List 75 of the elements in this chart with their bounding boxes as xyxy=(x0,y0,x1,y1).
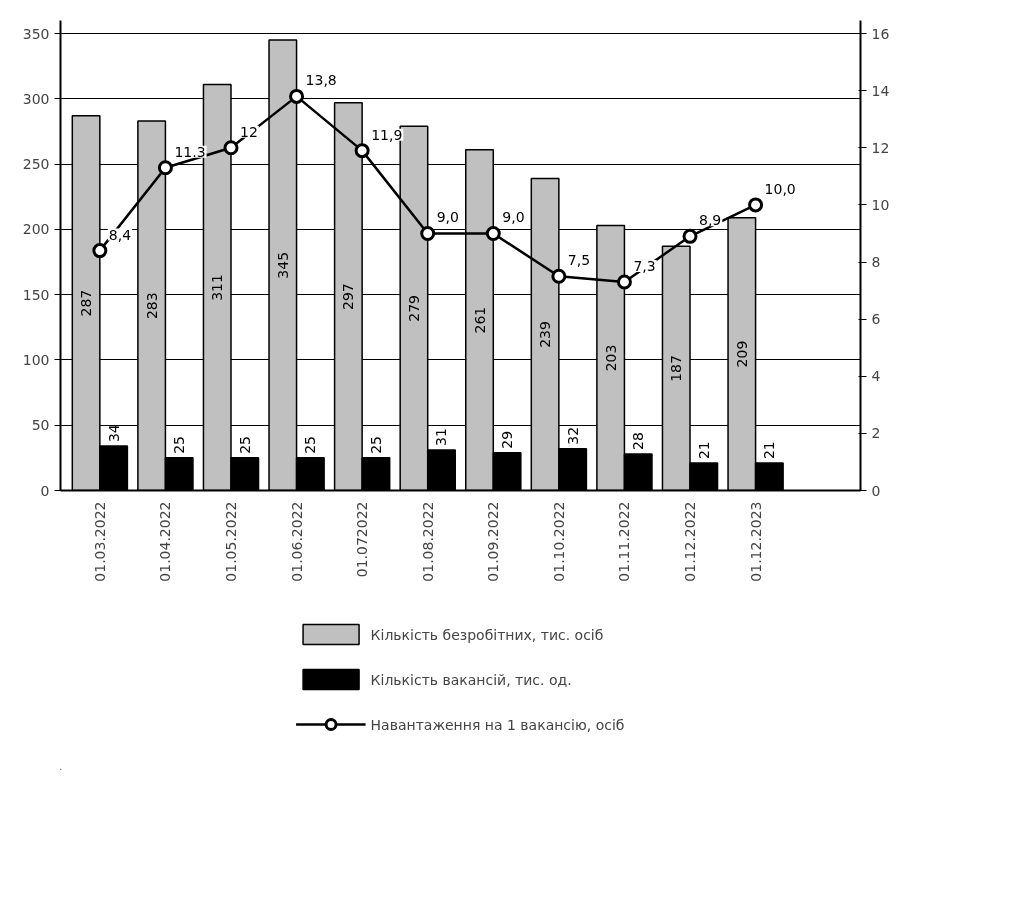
x-tick-label: 01.11.2022 xyxy=(616,501,633,582)
data-label: 11,9 xyxy=(371,126,403,143)
y-tick-label: 100 xyxy=(22,351,50,368)
y2-tick-label: 4 xyxy=(871,368,881,385)
data-label: 287 xyxy=(78,289,95,317)
data-label: 10,0 xyxy=(764,180,796,197)
y2-tick-label: 6 xyxy=(871,311,881,328)
data-label: 25 xyxy=(171,436,188,454)
data-label: 187 xyxy=(668,355,685,382)
data-label: 25 xyxy=(236,436,253,454)
data-label: 8,4 xyxy=(108,226,132,243)
y2-tick-label: 2 xyxy=(871,425,881,442)
y2-tick-label: 12 xyxy=(871,139,890,156)
y-tick-label: 50 xyxy=(31,417,50,434)
data-label: 21 xyxy=(695,441,712,460)
point xyxy=(289,88,305,104)
y-tick-label: 0 xyxy=(40,482,50,499)
y-tick-label: 250 xyxy=(22,156,50,173)
x-tick-label: 01.06.2022 xyxy=(288,501,305,582)
data-label: 9,0 xyxy=(436,209,459,226)
data-label: 261 xyxy=(471,306,488,334)
data-label: 21 xyxy=(761,441,778,460)
x-tick-label: 01.04.2022 xyxy=(157,501,174,582)
legend-label: Кількість вакансій, тис. од. xyxy=(370,671,572,687)
x-tick-label: 01.03.2022 xyxy=(91,501,108,582)
data-label: 283 xyxy=(143,292,160,320)
y-tick-label: 350 xyxy=(22,25,50,42)
point xyxy=(485,225,501,241)
data-label: 11.3 xyxy=(174,143,206,160)
x-tick-label: 01.12.2023 xyxy=(747,501,764,582)
data-label: 34 xyxy=(105,424,122,443)
data-label: 9,0 xyxy=(502,209,525,226)
y2-tick-label: 14 xyxy=(871,82,890,99)
point xyxy=(92,243,108,259)
data-label: 7,5 xyxy=(567,252,591,269)
x-tick-label: 01.09.2022 xyxy=(485,501,502,582)
point xyxy=(157,160,173,176)
data-label: 239 xyxy=(537,321,554,348)
data-label: 31 xyxy=(433,428,450,447)
data-label: 297 xyxy=(340,283,357,310)
y2-tick-label: 16 xyxy=(871,25,890,42)
point xyxy=(748,197,764,213)
point xyxy=(682,228,698,244)
data-label: 345 xyxy=(274,251,291,279)
point xyxy=(420,225,436,241)
y2-tick-label: 8 xyxy=(871,254,881,271)
y-tick-label: 150 xyxy=(22,286,50,303)
x-tick-label: 01.12.2022 xyxy=(682,501,699,582)
data-label: 29 xyxy=(499,430,516,449)
point xyxy=(551,268,567,284)
x-tick-label: 01.05.2022 xyxy=(222,501,239,582)
point xyxy=(354,143,370,159)
data-label: 8,9 xyxy=(699,212,722,229)
y2-tick-label: 0 xyxy=(871,482,881,499)
point xyxy=(616,274,632,290)
y2-tick-label: 10 xyxy=(871,196,890,213)
data-label: 7,3 xyxy=(633,258,656,275)
legend-label: Кількість безробітних, тис. осіб xyxy=(370,626,604,642)
data-label: 12 xyxy=(239,123,258,140)
y-tick-label: 200 xyxy=(22,221,50,238)
data-label: 203 xyxy=(602,344,619,372)
data-label: 25 xyxy=(367,436,384,454)
point xyxy=(223,140,239,156)
data-label: 13,8 xyxy=(305,72,337,89)
data-label: 25 xyxy=(302,436,319,454)
data-label: 209 xyxy=(733,340,750,368)
data-label: 32 xyxy=(564,426,581,445)
data-label: 311 xyxy=(209,274,226,301)
x-tick-label: 01.072022 xyxy=(354,501,371,578)
legend-label: Навантаження на 1 вакансію, осіб xyxy=(370,716,625,732)
y-tick-label: 300 xyxy=(22,90,50,107)
data-label: 279 xyxy=(405,295,422,322)
x-tick-label: 01.10.2022 xyxy=(550,501,567,582)
x-tick-label: 01.08.2022 xyxy=(419,501,436,582)
data-label: 28 xyxy=(630,432,647,450)
